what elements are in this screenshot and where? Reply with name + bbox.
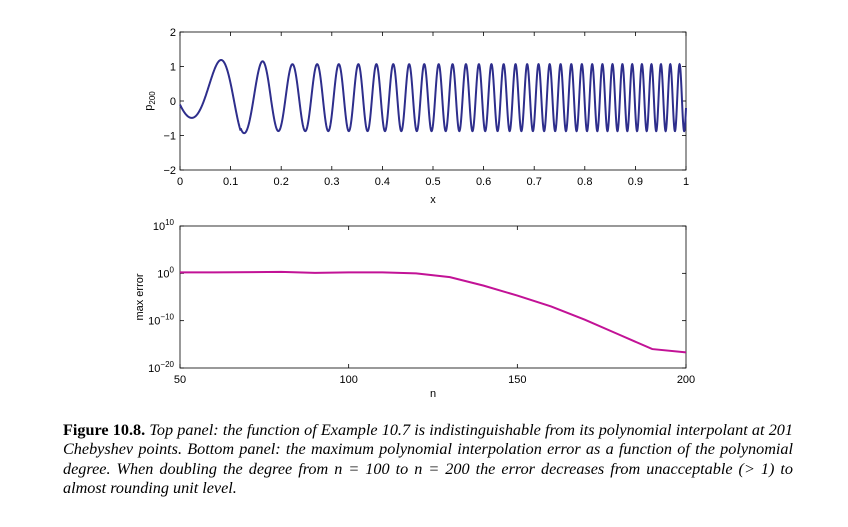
top-y-tick-label: 2 xyxy=(170,27,176,39)
bottom-y-tick-exponent: −10 xyxy=(160,313,174,322)
bottom-y-tick-label: 10−10 xyxy=(148,313,174,328)
caption-body: Top panel: the function of Example 10.7 … xyxy=(63,421,793,498)
top-y-axis-label-main: p xyxy=(143,105,155,111)
bottom-x-tick-label: 200 xyxy=(677,374,695,386)
top-x-tick-label: 0.2 xyxy=(274,176,289,188)
bottom-x-axis-label: n xyxy=(430,388,436,400)
top-x-tick-label: 0 xyxy=(177,176,183,188)
bottom-y-tick-label: 100 xyxy=(157,265,174,280)
caption-lead: Figure 10.8. xyxy=(63,421,146,439)
bottom-y-tick-base: 10 xyxy=(148,316,160,328)
bottom-y-tick-exponent: −20 xyxy=(160,360,174,369)
top-y-axis-label-sub: 200 xyxy=(148,91,157,105)
bottom-x-tick-label: 150 xyxy=(508,374,526,386)
top-y-tick-label: −2 xyxy=(163,165,176,177)
top-x-tick-label: 0.6 xyxy=(476,176,491,188)
top-x-axis-label: x xyxy=(430,194,436,206)
bottom-y-axis-label: max error xyxy=(134,273,146,320)
top-x-tick-label: 0.9 xyxy=(628,176,643,188)
bottom-x-tick-label: 50 xyxy=(174,374,186,386)
top-x-tick-label: 0.5 xyxy=(425,176,440,188)
bottom-y-tick-base: 10 xyxy=(157,268,169,280)
top-x-tick-label: 0.7 xyxy=(527,176,542,188)
top-x-tick-label: 0.3 xyxy=(324,176,339,188)
figure-caption: Figure 10.8. Top panel: the function of … xyxy=(63,421,793,499)
top-y-axis-label: p200 xyxy=(143,91,157,111)
top-function-line xyxy=(179,59,687,135)
bottom-error-line xyxy=(180,270,687,354)
bottom-axes-box xyxy=(179,225,687,369)
top-y-ticks: −2 −1 0 1 2 xyxy=(163,27,686,177)
bottom-y-tick-exponent: 0 xyxy=(170,265,175,274)
top-x-tick-label: 0.1 xyxy=(223,176,238,188)
bottom-y-tick-label: 1010 xyxy=(153,218,175,233)
top-y-tick-label: 1 xyxy=(170,62,176,74)
bottom-y-tick-exponent: 10 xyxy=(165,218,174,227)
top-y-tick-label: −1 xyxy=(163,131,176,143)
top-y-tick-label: 0 xyxy=(170,96,176,108)
bottom-y-tick-base: 10 xyxy=(148,363,160,375)
bottom-x-tick-label: 100 xyxy=(339,374,357,386)
bottom-y-tick-label: 10−20 xyxy=(148,360,174,375)
top-x-tick-label: 1 xyxy=(683,176,689,188)
top-x-ticks: 0 0.1 0.2 0.3 0.4 0.5 0.6 0.7 0.8 0.9 1 xyxy=(177,32,689,188)
bottom-y-tick-base: 10 xyxy=(153,221,165,233)
bottom-x-ticks: 50 100 150 200 xyxy=(174,226,695,386)
top-x-tick-label: 0.8 xyxy=(577,176,592,188)
top-x-tick-label: 0.4 xyxy=(375,176,390,188)
